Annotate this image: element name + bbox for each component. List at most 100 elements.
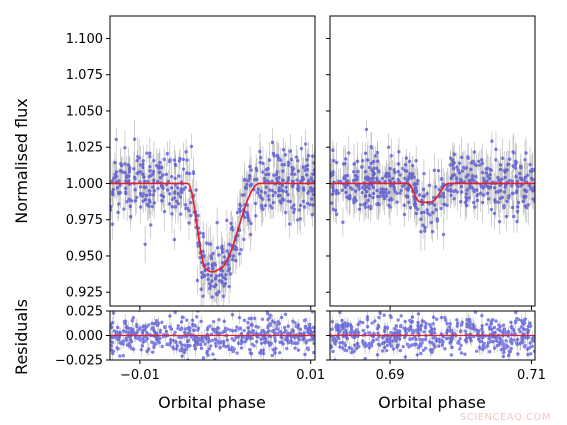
data-point	[305, 201, 310, 206]
data-point	[363, 341, 368, 346]
data-point	[408, 337, 412, 341]
data-point	[393, 189, 397, 194]
data-point	[369, 343, 374, 348]
data-point	[366, 198, 370, 203]
data-point	[516, 185, 520, 189]
data-point	[140, 344, 145, 348]
data-point	[501, 331, 505, 336]
data-point	[226, 269, 230, 273]
data-point	[148, 164, 152, 169]
data-point	[515, 317, 519, 321]
xlabel-primary: Orbital phase	[158, 393, 266, 412]
data-point	[513, 166, 518, 170]
data-point	[474, 328, 478, 332]
data-point	[175, 186, 180, 190]
data-point	[360, 165, 364, 169]
data-point	[497, 343, 501, 347]
data-point	[201, 294, 205, 298]
data-point	[159, 193, 163, 197]
data-point	[367, 186, 371, 191]
data-point	[497, 306, 500, 309]
data-point	[380, 335, 385, 340]
data-point	[437, 187, 441, 192]
data-point	[480, 161, 484, 165]
data-point	[330, 327, 334, 331]
data-point	[463, 352, 467, 356]
data-point	[432, 327, 437, 331]
data-point	[224, 273, 228, 277]
data-point	[439, 206, 443, 211]
data-point	[225, 338, 230, 342]
data-point	[480, 327, 484, 331]
data-point	[124, 338, 128, 342]
data-point	[519, 318, 524, 323]
data-point	[458, 337, 462, 341]
data-point	[471, 174, 475, 178]
data-point	[412, 330, 416, 335]
data-point	[311, 172, 315, 176]
data-point	[123, 186, 128, 191]
data-point	[133, 199, 138, 203]
data-point	[177, 335, 181, 339]
data-point	[380, 349, 385, 353]
data-point	[337, 332, 341, 336]
data-point	[291, 329, 295, 334]
data-point	[486, 341, 491, 345]
data-point	[110, 179, 114, 183]
data-point	[310, 197, 314, 201]
data-point	[487, 336, 491, 341]
data-point	[408, 206, 413, 210]
data-point	[484, 322, 489, 326]
data-point	[311, 337, 315, 341]
data-point	[253, 201, 258, 206]
data-point	[123, 190, 128, 194]
data-point	[261, 337, 266, 341]
data-point	[443, 347, 447, 351]
data-point	[258, 149, 262, 154]
data-point	[430, 330, 434, 335]
data-point	[521, 327, 526, 331]
residuals-primary-errorbars	[110, 311, 315, 360]
data-point	[524, 151, 528, 155]
data-point	[118, 354, 122, 358]
data-point	[193, 347, 198, 351]
data-point	[148, 200, 152, 204]
data-point	[286, 160, 290, 164]
y-tick-label: 0.025	[66, 305, 103, 320]
data-point	[262, 176, 267, 181]
data-point	[371, 170, 376, 175]
data-point	[128, 165, 132, 170]
data-point	[146, 179, 150, 184]
data-point	[452, 166, 456, 171]
data-point	[224, 363, 227, 366]
data-point	[515, 179, 520, 183]
data-point	[141, 159, 146, 163]
data-point	[199, 346, 204, 351]
data-point	[413, 186, 417, 191]
data-point	[157, 340, 162, 345]
data-point	[155, 318, 159, 323]
data-point	[127, 197, 131, 201]
data-point	[510, 191, 515, 196]
data-point	[168, 314, 172, 318]
data-point	[255, 190, 260, 195]
data-point	[403, 328, 408, 333]
data-point	[464, 339, 469, 344]
data-point	[473, 205, 477, 209]
data-point	[447, 325, 452, 329]
data-point	[211, 320, 216, 324]
data-point	[184, 347, 188, 352]
data-point	[211, 267, 215, 271]
data-point	[125, 199, 129, 204]
data-point	[390, 339, 395, 343]
data-point	[290, 168, 294, 173]
data-point	[380, 190, 384, 195]
data-point	[278, 193, 282, 198]
data-point	[302, 331, 306, 335]
data-point	[417, 193, 422, 197]
data-point	[504, 338, 508, 343]
data-point	[455, 165, 459, 169]
data-point	[410, 315, 415, 319]
data-point	[371, 159, 376, 164]
data-point	[236, 341, 241, 345]
